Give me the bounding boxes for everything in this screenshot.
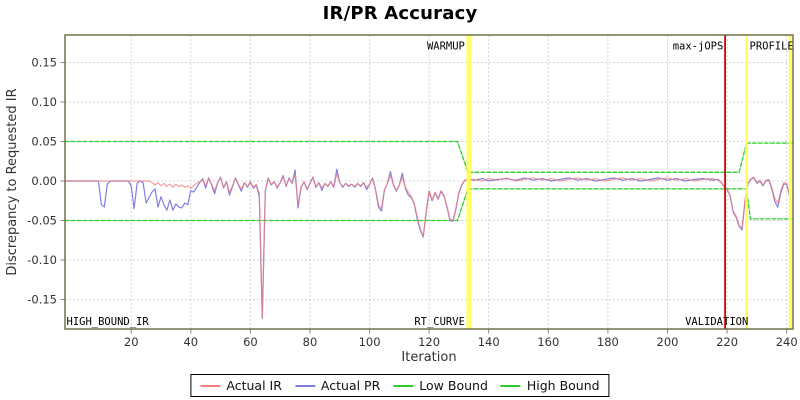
x-tick-label: 20 [124,335,139,349]
annotation-profile: PROFILE [750,40,794,52]
legend-item-actual-pr: Actual PR [294,378,381,393]
y-tick-label: 0.00 [31,174,57,188]
legend-label-actual-ir: Actual IR [226,378,282,393]
annotation-rt-curve: RT_CURVE [414,316,465,328]
x-tick-label: 80 [303,335,318,349]
chart-title: IR/PR Accuracy [322,3,478,24]
chart-legend: Actual IR Actual PR Low Bound High Bound [190,374,610,397]
legend-swatch-high-bound [500,384,521,387]
x-tick-label: 100 [359,335,381,349]
y-tick-label: -0.05 [27,214,57,228]
legend-label-actual-pr: Actual PR [320,378,381,393]
annotation-warmup: WARMUP [427,40,465,52]
legend-item-actual-ir: Actual IR [200,378,282,393]
y-tick-label: -0.15 [27,293,57,307]
legend-label-low-bound: Low Bound [419,378,488,393]
y-tick-label: -0.10 [27,253,57,267]
x-tick-label: 60 [243,335,258,349]
series-line-low-bound [64,188,794,222]
x-axis-title: Iteration [401,350,456,365]
legend-swatch-low-bound [393,384,414,387]
annotation-high-bound-ir: HIGH_BOUND_IR [67,316,150,328]
x-tick-label: 160 [537,335,559,349]
warmup-rtcurve-transition-band [466,35,472,329]
y-tick-label: 0.05 [31,135,57,149]
y-tick-label: 0.15 [31,56,57,70]
x-tick-label: 140 [478,335,500,349]
legend-label-high-bound: High Bound [526,378,600,393]
legend-item-high-bound: High Bound [500,378,600,393]
x-tick-label: 200 [657,335,679,349]
profile-end-band [788,35,792,329]
annotation-max-jops: max-jOPS [673,40,724,52]
legend-item-low-bound: Low Bound [393,378,488,393]
x-tick-label: 240 [776,335,798,349]
x-tick-label: 120 [418,335,440,349]
legend-swatch-actual-ir [200,384,221,387]
y-tick-label: 0.10 [31,95,57,109]
annotation-validation: VALIDATION [685,316,748,328]
legend-swatch-actual-pr [294,384,315,387]
series-line-actual-ir [64,173,791,319]
x-tick-label: 40 [183,335,198,349]
y-axis-title: Discrepancy to Requested IR [5,88,20,275]
plot-border [64,34,794,330]
series-line-actual-pr [64,168,791,320]
x-tick-label: 220 [716,335,738,349]
x-tick-label: 180 [597,335,619,349]
ir-pr-accuracy-chart: 20 40 60 80 100 120 140 160 180 200 220 240 0.15 0.10… [5,34,798,365]
series-line-high-bound [64,140,794,173]
